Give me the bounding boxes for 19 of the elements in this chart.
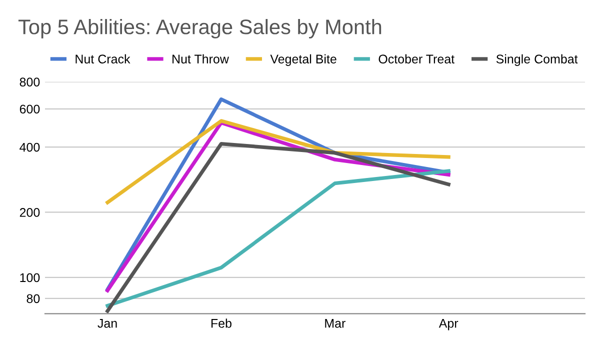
- y-tick-label: 200: [20, 208, 40, 217]
- y-tick-label: 600: [20, 104, 40, 114]
- x-tick-label: Apr: [438, 319, 458, 330]
- legend-label: October Treat: [378, 54, 454, 64]
- line-series: [106, 142, 450, 313]
- y-tick-label: 800: [20, 78, 40, 86]
- y-tick-label: 100: [20, 273, 40, 282]
- chart-title: Top 5 Abilities: Average Sales by Month: [18, 19, 382, 38]
- line-series: [106, 119, 450, 204]
- legend-label: Vegetal Bite: [270, 54, 336, 66]
- legend-label: Nut Crack: [76, 54, 130, 64]
- x-tick-label: Feb: [211, 318, 232, 328]
- y-tick-label: 400: [20, 142, 40, 152]
- line-series: [106, 169, 450, 308]
- x-tick-label: Jan: [98, 319, 117, 328]
- y-tick-label: 80: [26, 294, 40, 304]
- legend-label: Single Combat: [496, 54, 578, 66]
- x-tick-label: Mar: [325, 319, 346, 328]
- legend-label: Nut Throw: [172, 54, 229, 64]
